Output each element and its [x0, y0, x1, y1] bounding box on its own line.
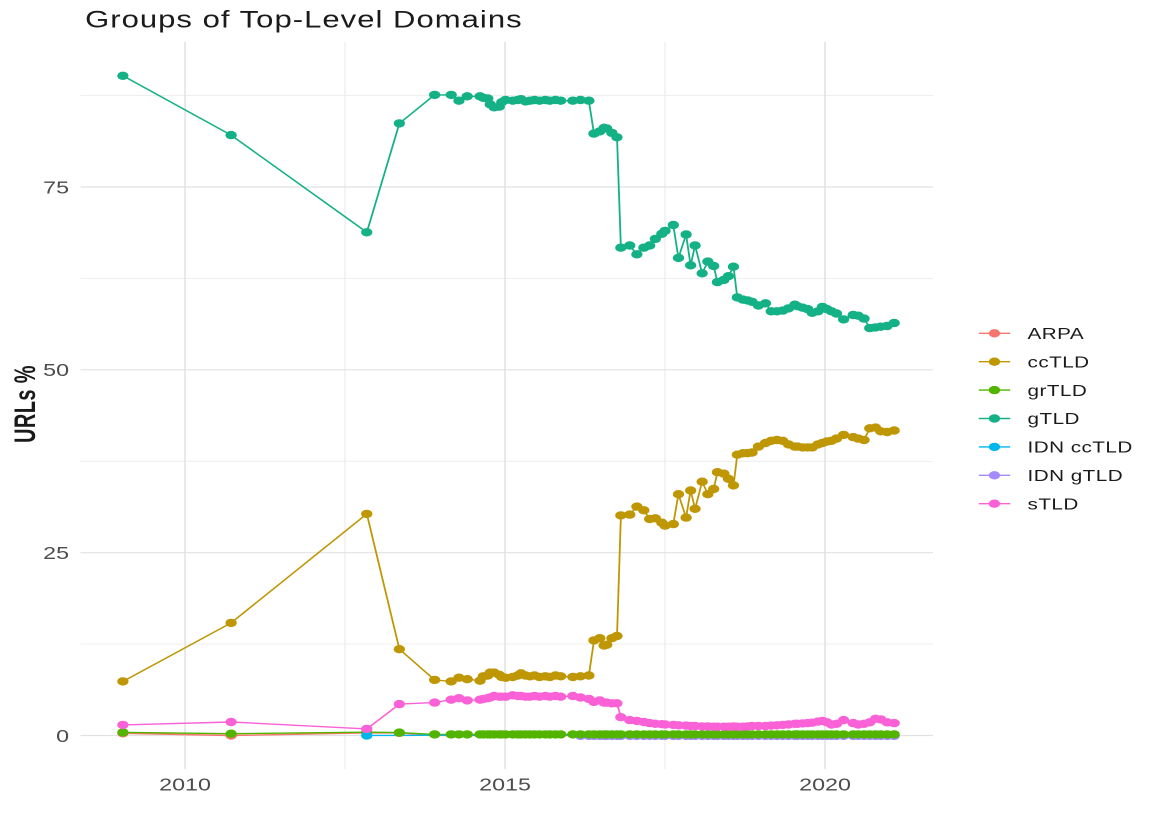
svg-text:2010: 2010 — [159, 775, 211, 795]
svg-text:0: 0 — [56, 726, 69, 746]
svg-text:2015: 2015 — [479, 775, 531, 795]
svg-text:2020: 2020 — [799, 775, 851, 795]
svg-text:grTLD: grTLD — [1028, 381, 1088, 399]
svg-text:URLs %: URLs % — [9, 365, 42, 443]
svg-text:sTLD: sTLD — [1028, 495, 1079, 513]
svg-text:25: 25 — [43, 544, 69, 564]
svg-text:IDN ccTLD: IDN ccTLD — [1028, 438, 1133, 456]
svg-text:ccTLD: ccTLD — [1028, 353, 1090, 371]
svg-text:gTLD: gTLD — [1028, 409, 1080, 427]
svg-text:Groups of Top-Level Domains: Groups of Top-Level Domains — [85, 6, 523, 33]
svg-text:50: 50 — [43, 361, 69, 381]
svg-text:75: 75 — [43, 178, 69, 198]
svg-text:ARPA: ARPA — [1028, 324, 1085, 342]
svg-text:IDN gTLD: IDN gTLD — [1028, 466, 1124, 484]
